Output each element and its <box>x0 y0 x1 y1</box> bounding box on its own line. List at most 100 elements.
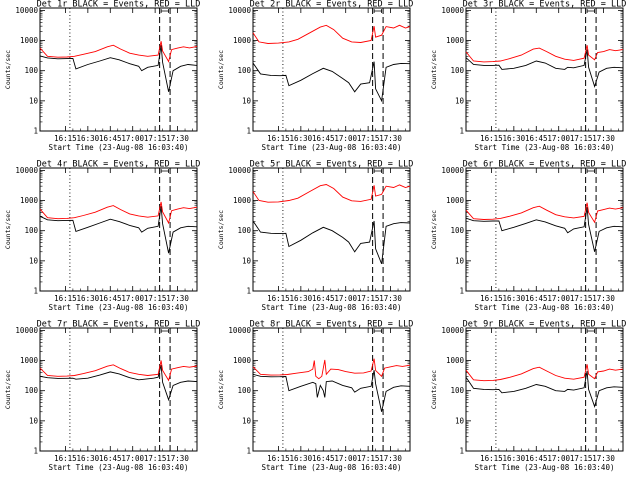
panel-det-5r: Det 5r BLACK = Events, RED = LLD 1 10 100 10… <box>217 160 413 313</box>
interval-bracket <box>586 329 595 333</box>
x-tick-label: 16:45 <box>312 454 335 463</box>
events-series-line <box>39 45 198 92</box>
plot-frame <box>465 7 624 132</box>
x-tick-label: 17:00 <box>121 454 144 463</box>
panel-title: Det 8r BLACK = Events, RED = LLD <box>250 320 414 330</box>
x-tick-label: 17:15 <box>144 454 167 463</box>
lld-series-line <box>252 24 411 44</box>
lld-series-line <box>465 45 624 63</box>
events-series-line <box>465 207 624 252</box>
x-tick-label: 17:15 <box>144 294 167 303</box>
y-axis-label: Counts/sec <box>4 50 12 89</box>
x-axis-label: Start Time (23-Aug-08 16:03:40) <box>49 143 189 152</box>
x-tick-label: 17:00 <box>334 454 357 463</box>
panel-title: Det 7r BLACK = Events, RED = LLD <box>37 320 201 330</box>
lld-series-line <box>39 41 198 63</box>
y-tick-label: 100 <box>237 66 251 75</box>
interval-bracket <box>373 9 382 13</box>
x-tick-label: 17:00 <box>547 294 570 303</box>
panel-det-7r: Det 7r BLACK = Events, RED = LLD 1 10 100 10… <box>4 320 200 473</box>
x-tick-label: 17:30 <box>379 134 402 143</box>
y-axis-label: Counts/sec <box>430 370 438 409</box>
x-axis-label: Start Time (23-Aug-08 16:03:40) <box>262 463 402 472</box>
y-tick-label: 1 <box>33 127 38 136</box>
panel-det-6r: Det 6r BLACK = Events, RED = LLD 1 10 100 10… <box>430 160 626 313</box>
x-tick-label: 16:15 <box>54 294 77 303</box>
y-tick-label: 100 <box>450 66 464 75</box>
panel-det-2r: Det 2r BLACK = Events, RED = LLD 1 10 100 10… <box>217 0 413 152</box>
y-tick-label: 1000 <box>446 36 465 45</box>
y-tick-label: 100 <box>450 226 464 235</box>
y-tick-label: 10000 <box>441 326 464 335</box>
y-tick-label: 1 <box>459 287 464 296</box>
y-tick-label: 10 <box>242 416 252 425</box>
y-tick-label: 1 <box>33 447 38 456</box>
panel-title: Det 4r BLACK = Events, RED = LLD <box>37 160 201 170</box>
interval-bracket <box>586 169 595 173</box>
interval-bracket <box>586 9 595 13</box>
x-tick-label: 16:15 <box>480 294 503 303</box>
plot-frame <box>39 7 198 132</box>
interval-bracket <box>160 9 169 13</box>
x-tick-label: 17:00 <box>547 134 570 143</box>
x-tick-label: 16:30 <box>503 294 526 303</box>
interval-bracket <box>160 169 169 173</box>
interval-bracket <box>373 169 382 173</box>
y-tick-label: 10 <box>455 416 465 425</box>
y-tick-label: 100 <box>24 386 38 395</box>
x-tick-label: 17:30 <box>379 454 402 463</box>
y-tick-label: 10 <box>29 416 39 425</box>
x-tick-label: 16:30 <box>290 134 313 143</box>
panel-title: Det 6r BLACK = Events, RED = LLD <box>463 160 627 170</box>
y-tick-label: 1000 <box>233 36 252 45</box>
panel-det-3r: Det 3r BLACK = Events, RED = LLD 1 10 100 10… <box>430 0 626 152</box>
plot-frame <box>252 7 411 132</box>
y-tick-label: 1 <box>459 127 464 136</box>
x-tick-label: 16:15 <box>480 454 503 463</box>
lld-series-line <box>39 201 198 225</box>
y-tick-label: 100 <box>24 226 38 235</box>
x-tick-label: 16:45 <box>312 134 335 143</box>
x-tick-label: 17:15 <box>357 294 380 303</box>
x-tick-label: 16:45 <box>525 294 548 303</box>
y-axis-label: Counts/sec <box>4 370 12 409</box>
panel-det-8r: Det 8r BLACK = Events, RED = LLD 1 10 100 10… <box>217 320 413 473</box>
x-tick-label: 17:30 <box>166 454 189 463</box>
interval-bracket <box>373 329 382 333</box>
x-tick-label: 16:30 <box>77 454 100 463</box>
y-tick-label: 1 <box>459 447 464 456</box>
y-tick-label: 1000 <box>233 196 252 205</box>
x-tick-label: 16:15 <box>267 294 290 303</box>
events-series-line <box>252 220 411 264</box>
x-tick-label: 17:30 <box>592 454 615 463</box>
y-tick-label: 1 <box>246 127 251 136</box>
panel-title: Det 5r BLACK = Events, RED = LLD <box>250 160 414 170</box>
y-tick-label: 10 <box>29 96 39 105</box>
y-tick-label: 100 <box>237 226 251 235</box>
x-tick-label: 16:45 <box>525 134 548 143</box>
x-tick-label: 16:30 <box>290 454 313 463</box>
y-tick-label: 10 <box>242 256 252 265</box>
x-tick-label: 16:45 <box>525 454 548 463</box>
x-tick-label: 16:15 <box>267 454 290 463</box>
x-tick-label: 16:30 <box>503 454 526 463</box>
x-tick-label: 17:15 <box>144 134 167 143</box>
lld-series-line <box>465 202 624 224</box>
x-tick-label: 16:30 <box>290 294 313 303</box>
y-axis-label: Counts/sec <box>4 210 12 249</box>
y-axis-label: Counts/sec <box>217 50 225 89</box>
y-tick-label: 1000 <box>20 356 39 365</box>
plot-frame <box>465 167 624 292</box>
panel-title: Det 9r BLACK = Events, RED = LLD <box>463 320 627 330</box>
y-axis-label: Counts/sec <box>430 210 438 249</box>
y-tick-label: 1000 <box>20 36 39 45</box>
y-tick-label: 1 <box>246 287 251 296</box>
events-series-line <box>252 370 411 412</box>
y-tick-label: 10 <box>29 256 39 265</box>
x-tick-label: 17:15 <box>570 454 593 463</box>
events-series-line <box>252 61 411 103</box>
y-tick-label: 10000 <box>15 166 38 175</box>
y-axis-label: Counts/sec <box>217 210 225 249</box>
x-axis-label: Start Time (23-Aug-08 16:03:40) <box>49 303 189 312</box>
